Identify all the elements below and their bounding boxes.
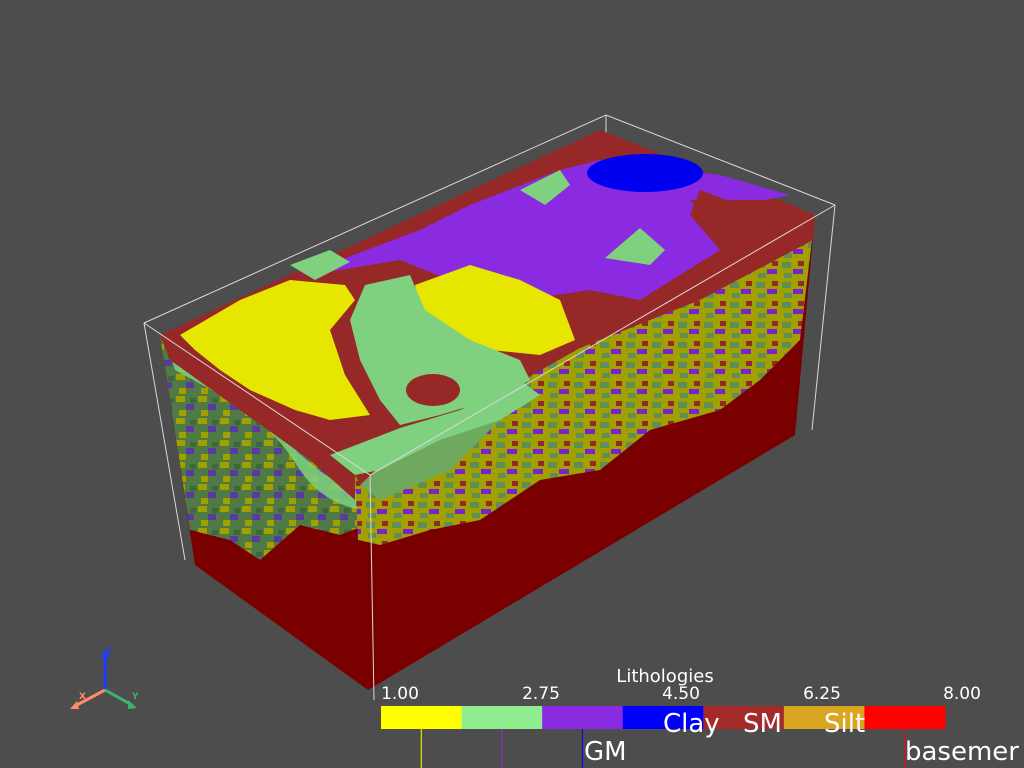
x-axis-label: X xyxy=(79,692,86,702)
bounding-box-front xyxy=(143,204,836,701)
color-swatch xyxy=(783,706,865,729)
model-top-face xyxy=(160,130,815,475)
model-front-face xyxy=(160,335,368,690)
x-axis-line xyxy=(74,688,106,708)
color-swatch xyxy=(381,706,463,729)
scalar-bar xyxy=(381,706,946,768)
color-swatch xyxy=(542,706,624,729)
color-swatch xyxy=(703,706,785,729)
tick-label: 6.25 xyxy=(803,684,841,704)
tick-label: 8.00 xyxy=(943,684,981,704)
tick-label: 2.75 xyxy=(522,684,560,704)
orientation-axes xyxy=(70,650,137,709)
annotation-basement: basemer xyxy=(905,737,1019,767)
tick-label: 4.50 xyxy=(662,684,700,704)
annotation-clay: Clay xyxy=(663,709,720,739)
color-swatch xyxy=(622,706,704,729)
y-axis-line xyxy=(104,688,133,707)
y-axis-label: Y xyxy=(132,692,139,702)
color-swatch xyxy=(864,706,946,729)
tick-label: 1.00 xyxy=(381,684,419,704)
annotation-silt: Silt xyxy=(824,709,866,739)
annotation-sm: SM xyxy=(743,709,782,739)
color-swatch xyxy=(461,706,543,729)
z-axis-label: Z xyxy=(105,647,112,657)
annotation-gm: GM xyxy=(584,737,627,767)
